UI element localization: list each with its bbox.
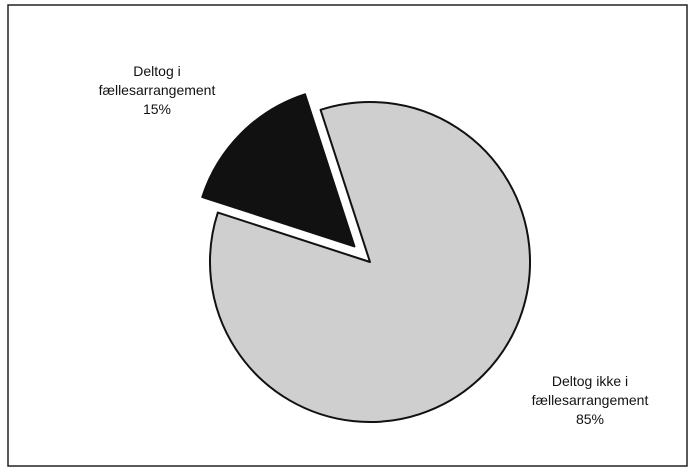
pie-slice [209, 101, 531, 423]
slice-label: Deltog ikke i fællesarrangement [531, 373, 649, 408]
slice-value: 15% [142, 101, 172, 117]
pie-slice [201, 93, 356, 248]
slice-value: 85% [575, 411, 605, 427]
slice-label: Deltog i fællesarrangement [98, 63, 216, 98]
